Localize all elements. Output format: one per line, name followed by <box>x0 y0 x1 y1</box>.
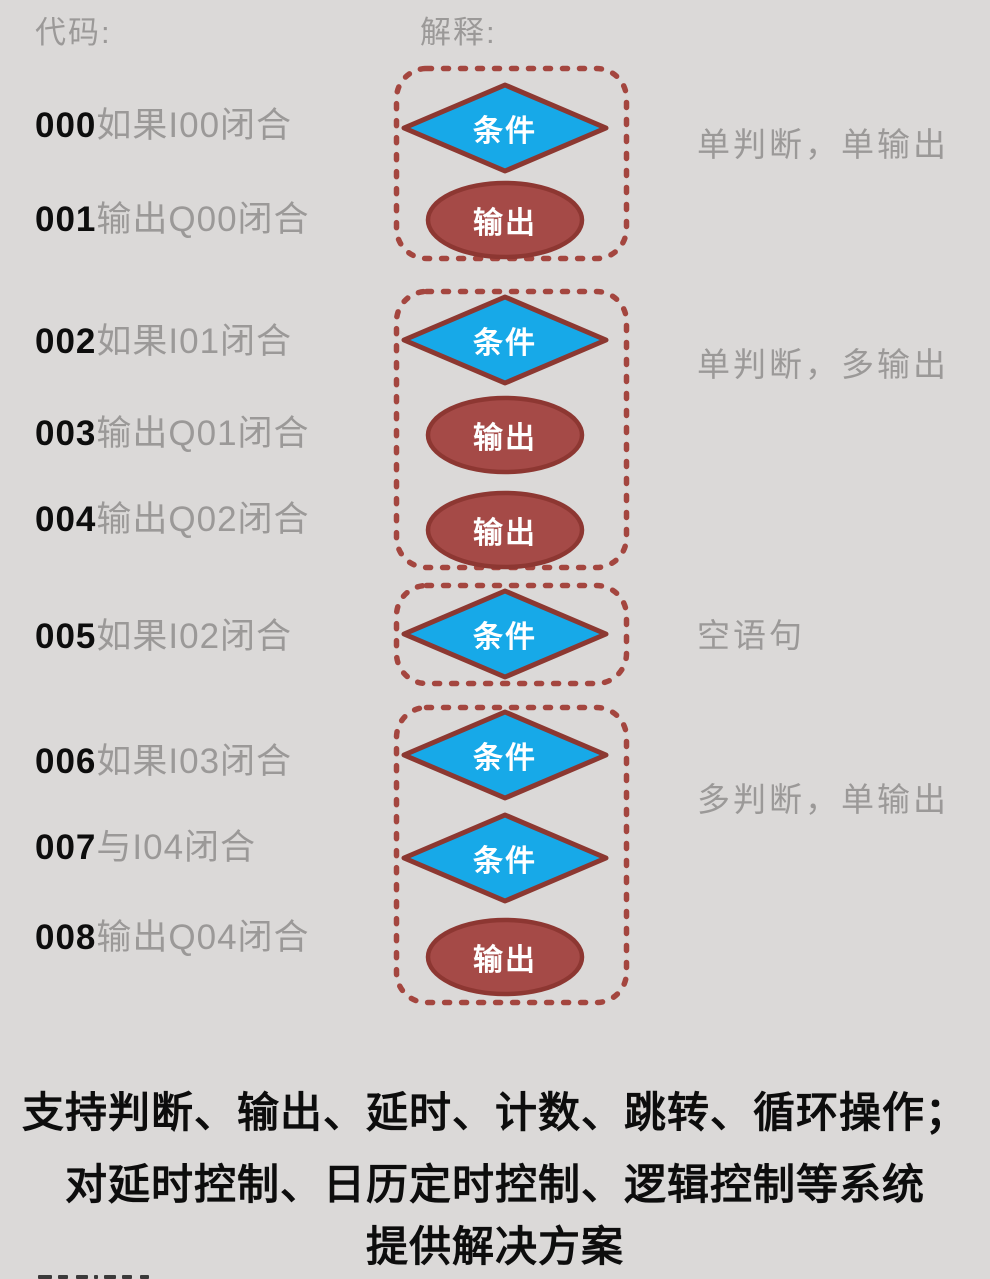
code-line-number: 006 <box>35 742 97 781</box>
code-line: 004输出Q02闭合 <box>35 498 310 542</box>
explanation-label: 单判断，多输出 <box>697 346 949 383</box>
footer-line: 提供解决方案 <box>365 1223 624 1270</box>
code-line-text: 输出Q04闭合 <box>96 918 310 957</box>
shape-label: 输出 <box>473 517 537 550</box>
dashed-group-border <box>393 704 630 1006</box>
explain-column-header: 解释: <box>420 15 497 50</box>
footer-line: 对延时控制、日历定时控制、逻辑控制等系统 <box>64 1161 925 1208</box>
shape-label: 条件 <box>473 845 537 878</box>
code-line-number: 000 <box>35 106 97 145</box>
code-line-number: 007 <box>35 828 97 867</box>
condition-diamond: 条件 <box>400 812 610 904</box>
code-line-text: 如果I02闭合 <box>96 617 293 656</box>
code-line: 006如果I03闭合 <box>35 740 292 784</box>
shape-label: 输出 <box>473 944 537 977</box>
code-line-number: 008 <box>35 918 97 957</box>
flow-group: 条件 输出 <box>393 65 630 262</box>
flow-group: 条件 条件 输出 <box>393 704 630 1006</box>
code-line: 007与I04闭合 <box>35 826 256 870</box>
code-line-number: 004 <box>35 500 97 539</box>
footer-line: 支持判断、输出、延时、计数、跳转、循环操作； <box>21 1089 968 1136</box>
cutoff-glyph-tops <box>38 1275 198 1279</box>
shape-label: 条件 <box>473 115 537 148</box>
explanation-label: 单判断，单输出 <box>697 126 949 163</box>
code-line: 001输出Q00闭合 <box>35 198 310 242</box>
explanation-label: 多判断，单输出 <box>697 781 949 818</box>
code-line-text: 输出Q02闭合 <box>96 500 310 539</box>
shape-label: 条件 <box>473 742 537 775</box>
code-line-text: 与I04闭合 <box>96 828 257 867</box>
code-column-header: 代码: <box>35 15 112 50</box>
flow-group: 条件 <box>393 582 630 687</box>
shape-label: 输出 <box>473 422 537 455</box>
code-line: 000如果I00闭合 <box>35 104 292 148</box>
condition-diamond: 条件 <box>400 588 610 680</box>
output-ellipse: 输出 <box>425 180 585 260</box>
output-ellipse: 输出 <box>425 917 585 997</box>
code-line-number: 003 <box>35 414 97 453</box>
shape-label: 条件 <box>473 621 537 654</box>
code-line: 003输出Q01闭合 <box>35 412 310 456</box>
code-line: 008输出Q04闭合 <box>35 916 310 960</box>
output-ellipse: 输出 <box>425 490 585 570</box>
shape-label: 输出 <box>473 207 537 240</box>
flow-group: 条件 输出 输出 <box>393 288 630 571</box>
condition-diamond: 条件 <box>400 82 610 174</box>
explanation-label: 空语句 <box>697 617 805 654</box>
code-line-text: 输出Q00闭合 <box>96 200 310 239</box>
code-line-number: 005 <box>35 617 97 656</box>
output-ellipse: 输出 <box>425 395 585 475</box>
code-line-text: 如果I01闭合 <box>96 322 293 361</box>
code-line-text: 如果I00闭合 <box>96 106 293 145</box>
condition-diamond: 条件 <box>400 709 610 801</box>
condition-diamond: 条件 <box>400 294 610 386</box>
code-line-text: 输出Q01闭合 <box>96 414 310 453</box>
code-line: 005如果I02闭合 <box>35 615 292 659</box>
dashed-group-border <box>393 582 630 687</box>
shape-label: 条件 <box>473 327 537 360</box>
code-line-number: 001 <box>35 200 97 239</box>
code-line-text: 如果I03闭合 <box>96 742 293 781</box>
code-line: 002如果I01闭合 <box>35 320 292 364</box>
code-line-number: 002 <box>35 322 97 361</box>
